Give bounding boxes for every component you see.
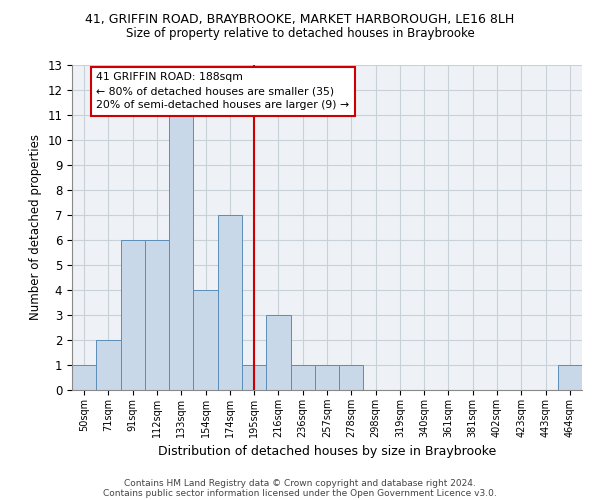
Bar <box>290 365 315 390</box>
Bar <box>339 365 364 390</box>
Bar <box>242 365 266 390</box>
Bar <box>145 240 169 390</box>
Bar <box>72 365 96 390</box>
Bar <box>121 240 145 390</box>
X-axis label: Distribution of detached houses by size in Braybrooke: Distribution of detached houses by size … <box>158 446 496 458</box>
Bar <box>315 365 339 390</box>
Bar <box>558 365 582 390</box>
Text: Size of property relative to detached houses in Braybrooke: Size of property relative to detached ho… <box>125 28 475 40</box>
Bar <box>266 315 290 390</box>
Text: Contains HM Land Registry data © Crown copyright and database right 2024.: Contains HM Land Registry data © Crown c… <box>124 478 476 488</box>
Bar <box>193 290 218 390</box>
Bar <box>96 340 121 390</box>
Y-axis label: Number of detached properties: Number of detached properties <box>29 134 42 320</box>
Bar <box>218 215 242 390</box>
Text: 41, GRIFFIN ROAD, BRAYBROOKE, MARKET HARBOROUGH, LE16 8LH: 41, GRIFFIN ROAD, BRAYBROOKE, MARKET HAR… <box>85 12 515 26</box>
Text: 41 GRIFFIN ROAD: 188sqm
← 80% of detached houses are smaller (35)
20% of semi-de: 41 GRIFFIN ROAD: 188sqm ← 80% of detache… <box>96 72 349 110</box>
Text: Contains public sector information licensed under the Open Government Licence v3: Contains public sector information licen… <box>103 489 497 498</box>
Bar <box>169 115 193 390</box>
